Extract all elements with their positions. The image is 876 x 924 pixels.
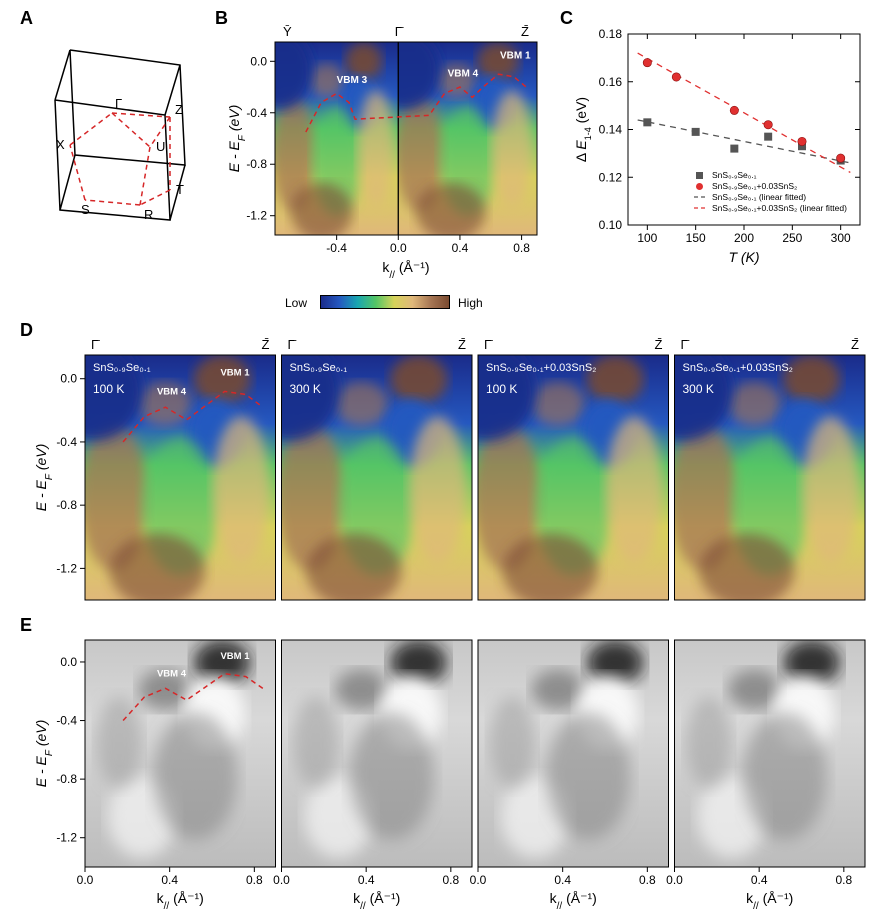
svg-text:0.0: 0.0 — [470, 873, 487, 887]
svg-text:Γ̄: Γ̄ — [681, 337, 690, 352]
svg-text:0.10: 0.10 — [599, 218, 623, 232]
svg-text:Γ̄: Γ̄ — [91, 337, 100, 352]
svg-text:0.4: 0.4 — [358, 873, 375, 887]
svg-text:VBM 1: VBM 1 — [500, 51, 531, 62]
svg-text:Γ̄: Γ̄ — [484, 337, 493, 352]
svg-text:T: T — [176, 182, 184, 197]
panel-a-bz: Γ Z X U S R T — [30, 35, 200, 230]
svg-text:VBM 1: VBM 1 — [220, 368, 250, 379]
svg-text:150: 150 — [686, 231, 706, 245]
svg-text:0.0: 0.0 — [60, 655, 77, 669]
svg-text:0.8: 0.8 — [639, 873, 656, 887]
svg-text:0.4: 0.4 — [452, 241, 469, 255]
svg-text:Γ: Γ — [115, 96, 122, 111]
svg-text:Δ E1-4 (eV): Δ E1-4 (eV) — [573, 97, 593, 162]
svg-text:0.4: 0.4 — [751, 873, 768, 887]
svg-text:300 K: 300 K — [683, 382, 714, 396]
svg-text:-0.4: -0.4 — [246, 106, 267, 120]
svg-text:-0.4: -0.4 — [56, 435, 77, 449]
svg-text:Z̄: Z̄ — [458, 337, 466, 352]
colorbar-low: Low — [285, 296, 307, 310]
svg-text:100: 100 — [637, 231, 657, 245]
panel-d-svg: Γ̄ Z̄ 0.0 -0.4 -0.8 -1.2 E - EF (eV) SnS₀.₉Se₀.… — [30, 335, 870, 610]
svg-text:SnS₀.₉Se₀.₁: SnS₀.₉Se₀.₁ — [290, 362, 348, 374]
svg-text:S: S — [81, 202, 90, 217]
svg-text:0.14: 0.14 — [599, 123, 623, 137]
svg-text:Z: Z — [175, 102, 183, 117]
svg-text:0.0: 0.0 — [273, 873, 290, 887]
svg-text:0.0: 0.0 — [250, 54, 267, 68]
svg-text:-0.8: -0.8 — [56, 772, 77, 786]
svg-text:k// (Å⁻¹): k// (Å⁻¹) — [382, 259, 429, 280]
svg-text:0.4: 0.4 — [161, 873, 178, 887]
svg-text:0.12: 0.12 — [599, 170, 623, 184]
svg-text:SnS₀.₉Se₀.₁+0.03SnS₂: SnS₀.₉Se₀.₁+0.03SnS₂ — [486, 362, 596, 374]
svg-text:200: 200 — [734, 231, 754, 245]
svg-text:k// (Å⁻¹): k// (Å⁻¹) — [353, 890, 400, 912]
svg-text:0.0: 0.0 — [77, 873, 94, 887]
panel-e: 0.0 -0.4 -0.8 -1.2 E - EF (eV) 0.0 0.4 0.8 k// (… — [30, 620, 870, 915]
bz-svg: Γ Z X U S R T — [30, 35, 200, 230]
svg-text:Z̄: Z̄ — [521, 24, 529, 39]
svg-text:-1.2: -1.2 — [56, 831, 77, 845]
svg-text:E - EF (eV): E - EF (eV) — [33, 444, 55, 512]
panel-d: Γ̄ Z̄ 0.0 -0.4 -0.8 -1.2 E - EF (eV) SnS₀.₉Se₀.… — [30, 335, 870, 610]
svg-text:VBM 4: VBM 4 — [448, 69, 479, 80]
svg-text:-1.2: -1.2 — [56, 561, 77, 575]
svg-text:Z̄: Z̄ — [655, 337, 663, 352]
panel-b: -0.4 0.0 0.4 0.8 0.0 -0.4 -0.8 -1.2 E - EF (eV) k… — [225, 20, 545, 280]
panel-label-a: A — [20, 8, 33, 29]
svg-text:X: X — [56, 137, 65, 152]
svg-text:Z̄: Z̄ — [262, 337, 270, 352]
svg-text:100 K: 100 K — [486, 382, 517, 396]
svg-text:Ȳ: Ȳ — [283, 24, 292, 39]
svg-text:k// (Å⁻¹): k// (Å⁻¹) — [746, 890, 793, 912]
svg-text:300: 300 — [831, 231, 851, 245]
svg-text:SnS₀.₉Se₀.₁ (linear fitted): SnS₀.₉Se₀.₁ (linear fitted) — [712, 192, 806, 202]
svg-text:0.0: 0.0 — [390, 241, 407, 255]
svg-text:VBM 3: VBM 3 — [337, 75, 368, 86]
svg-text:SnS₀.₉Se₀.₁: SnS₀.₉Se₀.₁ — [712, 170, 757, 180]
svg-text:VBM 4: VBM 4 — [157, 669, 187, 680]
svg-text:SnS₀.₉Se₀.₁+0.03SnS₂: SnS₀.₉Se₀.₁+0.03SnS₂ — [683, 362, 793, 374]
panel-c-svg: 100 150 200 250 300 0.10 0.12 0.14 0.16 0.18 T (K)… — [570, 20, 870, 270]
svg-text:Z̄: Z̄ — [851, 337, 859, 352]
svg-text:-0.8: -0.8 — [246, 157, 267, 171]
svg-text:0.8: 0.8 — [513, 241, 530, 255]
svg-text:-0.4: -0.4 — [326, 241, 347, 255]
svg-text:0.8: 0.8 — [835, 873, 852, 887]
svg-text:100 K: 100 K — [93, 382, 124, 396]
svg-text:0.18: 0.18 — [599, 27, 623, 41]
svg-text:0.8: 0.8 — [442, 873, 459, 887]
svg-text:SnS₀.₉Se₀.₁+0.03SnS₂ (linear f: SnS₀.₉Se₀.₁+0.03SnS₂ (linear fitted) — [712, 203, 847, 213]
svg-text:E - EF (eV): E - EF (eV) — [226, 105, 248, 173]
svg-text:-0.8: -0.8 — [56, 498, 77, 512]
svg-text:Γ̄: Γ̄ — [395, 24, 404, 39]
svg-text:300 K: 300 K — [290, 382, 321, 396]
svg-text:E - EF (eV): E - EF (eV) — [33, 720, 55, 788]
svg-text:SnS₀.₉Se₀.₁+0.03SnS₂: SnS₀.₉Se₀.₁+0.03SnS₂ — [712, 181, 797, 191]
svg-text:SnS₀.₉Se₀.₁: SnS₀.₉Se₀.₁ — [93, 362, 151, 374]
svg-text:VBM 4: VBM 4 — [157, 387, 187, 398]
svg-text:0.0: 0.0 — [666, 873, 683, 887]
svg-text:VBM 1: VBM 1 — [220, 651, 250, 662]
svg-text:Γ̄: Γ̄ — [288, 337, 297, 352]
panel-c: 100 150 200 250 300 0.10 0.12 0.14 0.16 0.18 T (K)… — [570, 20, 870, 270]
svg-text:0.0: 0.0 — [60, 372, 77, 386]
svg-text:k// (Å⁻¹): k// (Å⁻¹) — [157, 890, 204, 912]
svg-text:0.4: 0.4 — [554, 873, 571, 887]
svg-text:0.8: 0.8 — [246, 873, 263, 887]
colorbar — [320, 295, 450, 309]
colorbar-high: High — [458, 296, 483, 310]
svg-text:k// (Å⁻¹): k// (Å⁻¹) — [550, 890, 597, 912]
panel-b-svg: -0.4 0.0 0.4 0.8 0.0 -0.4 -0.8 -1.2 E - EF (eV) k… — [225, 20, 545, 280]
panel-e-svg: 0.0 -0.4 -0.8 -1.2 E - EF (eV) 0.0 0.4 0.8 k// (… — [30, 620, 870, 915]
svg-text:U: U — [156, 139, 165, 154]
svg-text:-1.2: -1.2 — [246, 209, 267, 223]
svg-text:250: 250 — [782, 231, 802, 245]
svg-text:0.16: 0.16 — [599, 75, 623, 89]
svg-text:T (K): T (K) — [728, 249, 759, 265]
svg-text:-0.4: -0.4 — [56, 714, 77, 728]
svg-text:R: R — [144, 207, 153, 222]
